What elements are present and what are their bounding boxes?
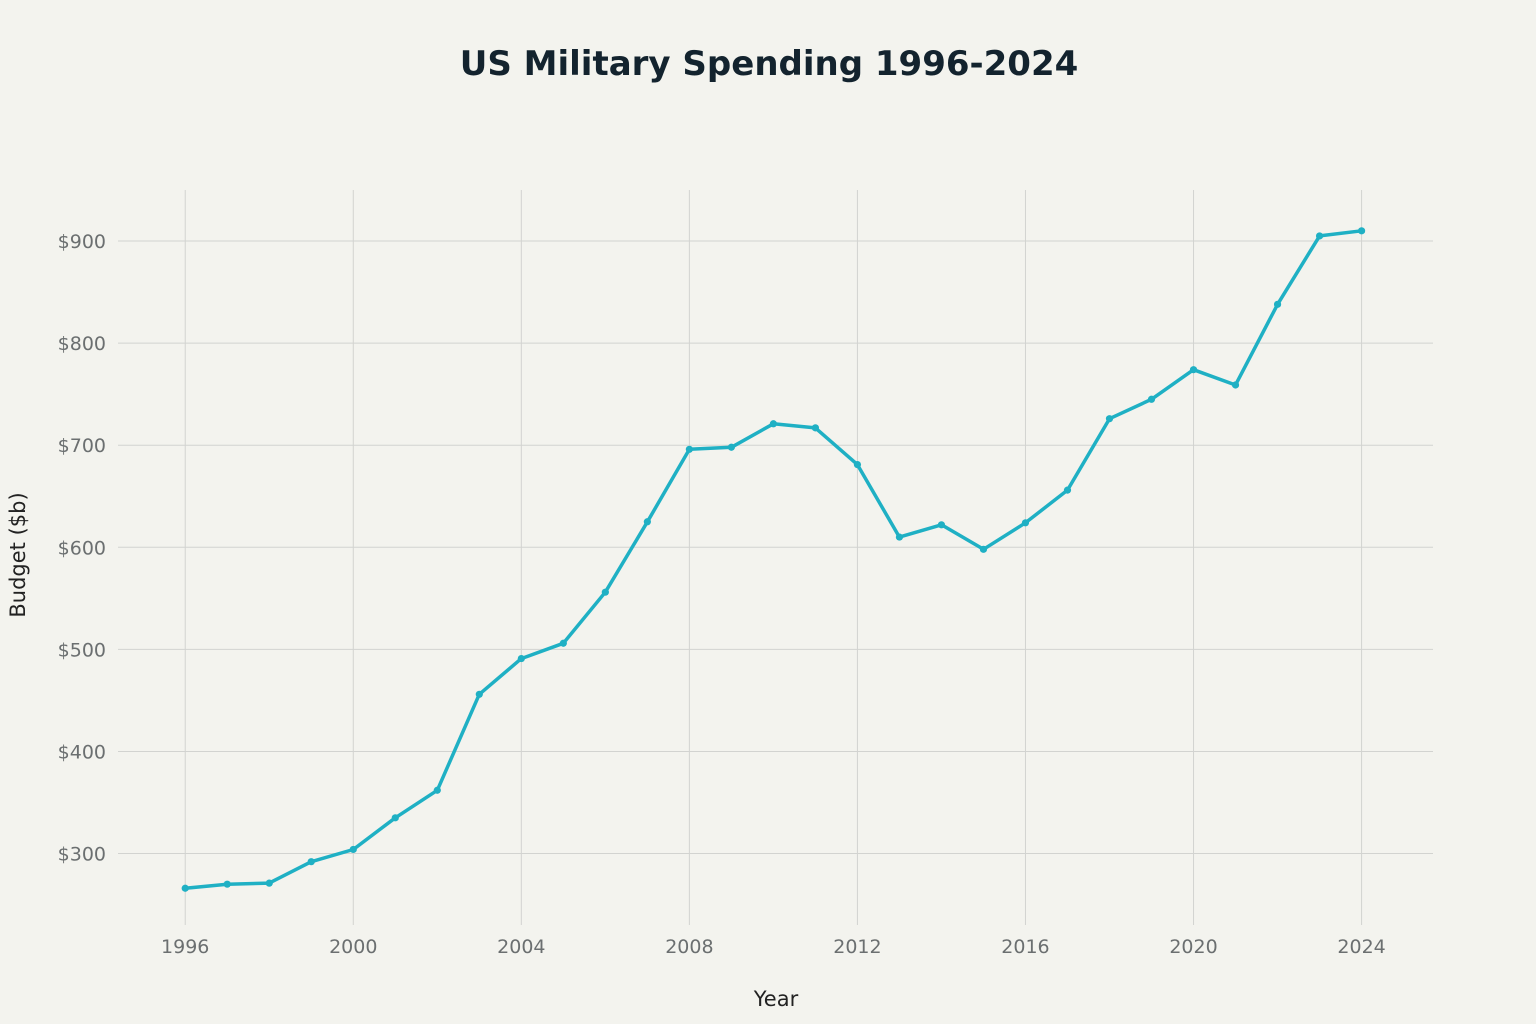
y-tick-label: $700 bbox=[58, 435, 106, 457]
x-axis-label: Year bbox=[753, 987, 799, 1011]
x-tick-label: 2020 bbox=[1169, 936, 1217, 958]
data-point-2005[interactable] bbox=[559, 639, 567, 647]
x-tick-label: 2012 bbox=[833, 936, 881, 958]
y-tick-label: $600 bbox=[58, 537, 106, 559]
data-point-2019[interactable] bbox=[1147, 395, 1156, 403]
data-point-2016[interactable] bbox=[1021, 519, 1030, 527]
x-tick-label: 2000 bbox=[329, 936, 377, 958]
data-point-2013[interactable] bbox=[895, 533, 904, 541]
x-tick-label: 2004 bbox=[497, 936, 545, 958]
data-point-2021[interactable] bbox=[1231, 381, 1240, 389]
data-point-2012[interactable] bbox=[853, 461, 862, 469]
data-point-1998[interactable] bbox=[265, 879, 273, 887]
y-axis-label: Budget ($b) bbox=[6, 492, 30, 617]
x-tick-label: 2016 bbox=[1001, 936, 1049, 958]
y-tick-label: $800 bbox=[58, 333, 106, 355]
data-point-2009[interactable] bbox=[727, 443, 735, 451]
x-tick-labels: 1996 2000 2004 2008 2012 2016 2020 2024 bbox=[161, 936, 1386, 958]
chart-title: US Military Spending 1996-2024 bbox=[460, 44, 1079, 84]
data-point-2007[interactable] bbox=[643, 518, 651, 526]
x-gridlines bbox=[184, 190, 1363, 925]
data-point-1997[interactable] bbox=[223, 880, 231, 888]
data-point-2022[interactable] bbox=[1273, 300, 1282, 308]
data-point-2020[interactable] bbox=[1189, 366, 1198, 374]
data-point-2011[interactable] bbox=[811, 424, 820, 432]
data-point-2002[interactable] bbox=[433, 786, 441, 794]
y-tick-label: $400 bbox=[58, 741, 106, 763]
y-gridlines bbox=[118, 240, 1433, 855]
data-point-1999[interactable] bbox=[307, 858, 315, 866]
y-tick-label: $900 bbox=[58, 231, 106, 253]
data-point-2017[interactable] bbox=[1063, 486, 1072, 494]
data-point-2003[interactable] bbox=[475, 690, 483, 698]
data-point-2008[interactable] bbox=[685, 445, 693, 453]
data-point-2004[interactable] bbox=[517, 654, 525, 663]
data-point-2015[interactable] bbox=[979, 545, 988, 553]
series-line bbox=[185, 229, 1362, 891]
data-points bbox=[181, 227, 1366, 892]
x-tick-label: 2024 bbox=[1337, 936, 1385, 958]
x-tick-label: 1996 bbox=[161, 936, 209, 958]
data-point-2023[interactable] bbox=[1315, 232, 1324, 240]
data-point-2000[interactable] bbox=[349, 845, 357, 854]
data-point-2001[interactable] bbox=[391, 814, 399, 822]
y-tick-label: $300 bbox=[58, 844, 106, 866]
data-point-2024[interactable] bbox=[1357, 227, 1366, 235]
data-point-2010[interactable] bbox=[769, 420, 777, 428]
x-tick-label: 2008 bbox=[665, 936, 713, 958]
data-point-2018[interactable] bbox=[1105, 415, 1114, 423]
data-point-1996[interactable] bbox=[181, 884, 189, 892]
y-tick-labels: $300 $400 $500 $600 $700 $800 $900 bbox=[58, 231, 106, 866]
data-point-2014[interactable] bbox=[937, 521, 946, 529]
data-point-2006[interactable] bbox=[601, 588, 609, 596]
y-tick-label: $500 bbox=[58, 639, 106, 661]
